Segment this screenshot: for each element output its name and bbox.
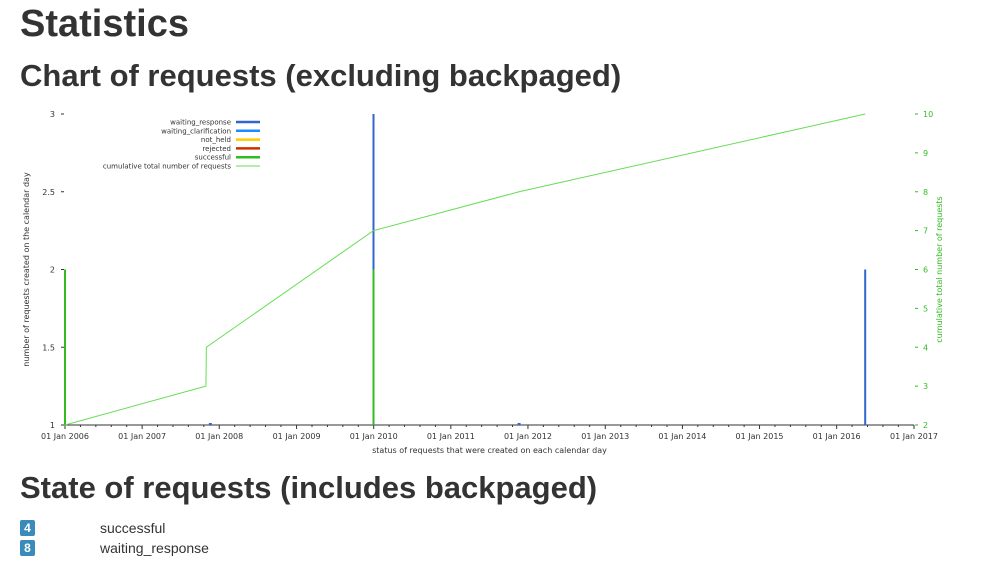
x-tick-label: 01 Jan 2010 [350,432,398,441]
chart-heading: Chart of requests (excluding backpaged) [20,58,622,93]
x-tick-label: 01 Jan 2012 [504,432,552,441]
x-tick-label: 01 Jan 2015 [736,432,784,441]
y2-tick-label: 8 [923,188,928,197]
y2-tick-label: 5 [923,304,928,313]
state-label: waiting_response [100,540,209,556]
state-row-successful: 4 successful [20,518,165,538]
y-axis-title: number of requests created on the calend… [22,172,31,367]
state-count-badge: 4 [20,520,35,536]
legend-label: waiting_response [170,119,231,127]
y-tick-label: 1 [50,421,55,430]
bar-successful [64,269,66,425]
y2-tick-label: 9 [923,149,928,158]
state-row-waiting-response: 8 waiting_response [20,538,209,558]
bar-waiting_response [208,423,212,425]
x-tick-label: 01 Jan 2017 [890,432,938,441]
x-tick-label: 01 Jan 2016 [813,432,861,441]
state-count-badge: 8 [20,540,35,556]
y2-axis-title: cumulative total number of requests [935,196,944,342]
legend-label: waiting_clarification [161,127,231,135]
y-tick-label: 3 [50,110,55,119]
y2-tick-label: 2 [923,421,928,430]
x-tick-label: 01 Jan 2007 [118,432,166,441]
legend-label: cumulative total number of requests [103,163,231,171]
legend-label: not_held [201,136,231,144]
x-axis-title: status of requests that were created on … [372,446,607,455]
legend-label: rejected [202,145,231,153]
legend-label: successful [195,154,231,162]
state-list: 4 successful 8 waiting_response [20,518,209,558]
x-tick-label: 01 Jan 2008 [195,432,243,441]
cumulative-line [64,113,866,426]
x-tick-label: 01 Jan 2013 [581,432,629,441]
y-tick-label: 2 [50,266,55,275]
y2-tick-label: 3 [923,382,928,391]
bar-successful [372,269,375,425]
x-tick-label: 01 Jan 2011 [427,432,475,441]
requests-chart: 1 1.5 2 2.5 3 2 3 4 5 6 7 8 9 10 01 Jan 2006 01 Jan 200… [22,110,944,455]
x-tick-label: 01 Jan 2006 [41,432,89,441]
y2-tick-label: 6 [923,266,928,275]
y2-tick-label: 10 [923,110,933,119]
x-tick-label: 01 Jan 2014 [658,432,706,441]
state-heading: State of requests (includes backpaged) [20,470,598,505]
bar-waiting_response [864,269,867,425]
y2-tick-label: 7 [923,227,928,236]
bar-waiting_response [372,114,375,270]
y2-tick-label: 4 [923,343,928,352]
x-tick-label: 01 Jan 2009 [273,432,321,441]
y-tick-label: 2.5 [42,188,55,197]
bar-waiting_response [517,423,521,425]
y-tick-label: 1.5 [42,343,55,352]
page-title: Statistics [20,3,189,45]
state-label: successful [100,520,166,536]
